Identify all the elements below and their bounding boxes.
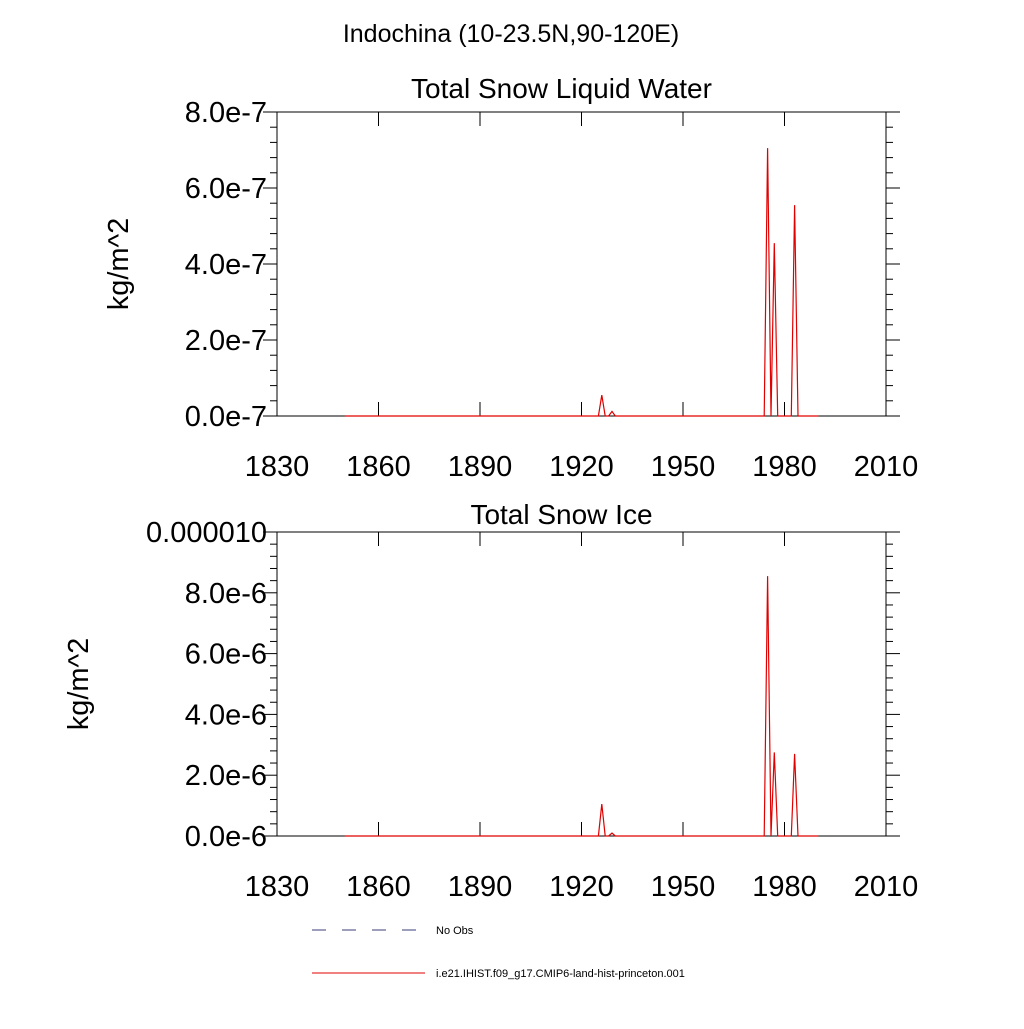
x-tick-label: 2010: [854, 451, 919, 483]
chart-panel-1: Total Snow Liquid Water 1830 1860 1890 1920 1…: [103, 73, 918, 483]
chart-panel-2: Total Snow Ice 1830 1860 1890 1920 1950 1980 20…: [63, 499, 918, 903]
x-tick-label: 1980: [752, 451, 817, 483]
y-tick-label: 0.0e-7: [185, 401, 267, 433]
y-tick-label: 6.0e-7: [185, 173, 267, 205]
series-line: [344, 576, 819, 837]
x-tick-label: 1920: [549, 871, 614, 903]
x-tick-label: 1830: [245, 871, 310, 903]
y-tick-label: 4.0e-6: [185, 699, 267, 731]
chart-panels: Total Snow Liquid Water 1830 1860 1890 1920 1…: [63, 73, 918, 903]
x-tick-label: 2010: [854, 871, 919, 903]
legend-label: No Obs: [436, 925, 474, 937]
series-line: [344, 148, 819, 417]
plot-frame: [276, 531, 887, 837]
figure-title: Indochina (10-23.5N,90-120E): [343, 20, 679, 48]
y-tick-label: 0.000010: [146, 517, 267, 549]
x-tick-label: 1890: [448, 871, 513, 903]
y-tick-label: 4.0e-7: [185, 249, 267, 281]
y-tick-label: 8.0e-6: [185, 578, 267, 610]
y-tick-label: 2.0e-7: [185, 325, 267, 357]
chart-title: Total Snow Ice: [470, 499, 652, 530]
x-tick-label: 1860: [346, 871, 411, 903]
y-tick-label: 8.0e-7: [185, 97, 267, 129]
y-axis-label: kg/m^2: [103, 218, 135, 311]
legend: No Obs i.e21.IHIST.f09_g17.CMIP6-land-his…: [312, 925, 685, 980]
x-tick-label: 1980: [752, 871, 817, 903]
x-tick-label: 1950: [651, 871, 716, 903]
legend-label: i.e21.IHIST.f09_g17.CMIP6-land-hist-prin…: [436, 968, 685, 980]
chart-title: Total Snow Liquid Water: [411, 73, 712, 104]
y-axis-label: kg/m^2: [63, 638, 95, 731]
x-tick-label: 1920: [549, 451, 614, 483]
x-tick-label: 1950: [651, 451, 716, 483]
x-tick-label: 1890: [448, 451, 513, 483]
y-tick-label: 0.0e-6: [185, 821, 267, 853]
x-tick-label: 1860: [346, 451, 411, 483]
y-tick-label: 6.0e-6: [185, 639, 267, 671]
plot-frame: [276, 111, 887, 417]
x-tick-label: 1830: [245, 451, 310, 483]
y-tick-label: 2.0e-6: [185, 760, 267, 792]
